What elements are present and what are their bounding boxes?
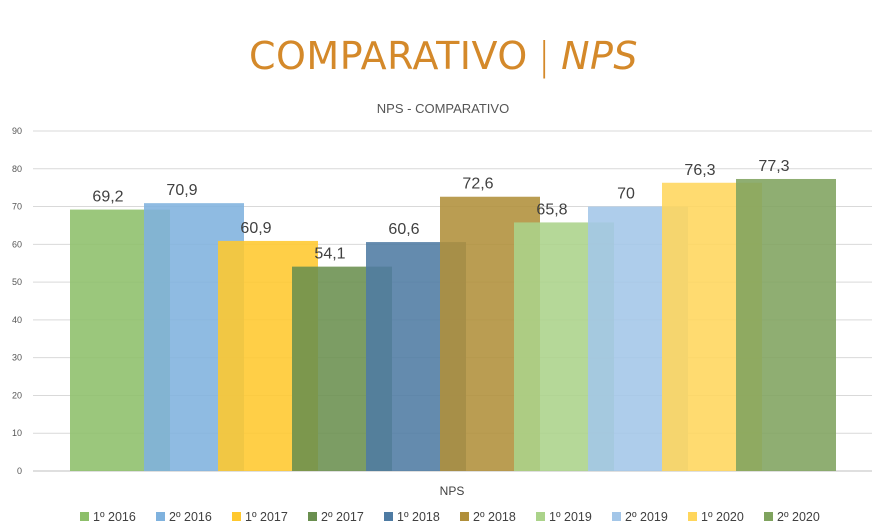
y-tick-label: 70: [12, 202, 22, 212]
legend-label: 2º 2016: [169, 510, 212, 524]
y-tick-label: 10: [12, 428, 22, 438]
legend-label: 1º 2019: [549, 510, 592, 524]
x-category-label: NPS: [440, 484, 465, 498]
data-label: 70: [617, 186, 635, 203]
legend-swatch: [764, 512, 773, 521]
data-label: 60,9: [240, 220, 271, 237]
legend-swatch: [80, 512, 89, 521]
legend-swatch: [156, 512, 165, 521]
data-label: 72,6: [462, 176, 493, 193]
y-tick-label: 50: [12, 277, 22, 287]
legend-label: 2º 2020: [777, 510, 820, 524]
page-title-separator: |: [537, 34, 552, 78]
bar-2º-2020: [736, 178, 836, 471]
legend-label: 1º 2018: [397, 510, 440, 524]
legend-swatch: [384, 512, 393, 521]
legend-swatch: [612, 512, 621, 521]
data-label: 69,2: [92, 189, 123, 206]
y-tick-label: 30: [12, 353, 22, 363]
data-label: 54,1: [314, 246, 345, 263]
legend-label: 2º 2019: [625, 510, 668, 524]
chart-title: NPS - COMPARATIVO: [377, 101, 509, 116]
legend-swatch: [308, 512, 317, 521]
y-tick-label: 40: [12, 315, 22, 325]
page-title-main: COMPARATIVO: [248, 34, 528, 78]
legend-swatch: [460, 512, 469, 521]
data-label: 60,6: [388, 221, 419, 238]
legend-label: 1º 2016: [93, 510, 136, 524]
data-label: 77,3: [758, 158, 789, 175]
legend-label: 2º 2017: [321, 510, 364, 524]
data-label: 76,3: [684, 162, 715, 179]
y-tick-label: 0: [17, 466, 22, 476]
legend-label: 1º 2020: [701, 510, 744, 524]
page-title: COMPARATIVO | NPS: [0, 34, 887, 78]
y-tick-label: 90: [12, 126, 22, 136]
legend-label: 1º 2017: [245, 510, 288, 524]
y-tick-label: 80: [12, 164, 22, 174]
legend-label: 2º 2018: [473, 510, 516, 524]
data-label: 70,9: [166, 182, 197, 199]
legend-swatch: [232, 512, 241, 521]
legend-swatch: [536, 512, 545, 521]
legend-swatch: [688, 512, 697, 521]
data-label: 65,8: [536, 201, 567, 218]
page-title-emphasis: NPS: [561, 34, 639, 78]
y-tick-label: 60: [12, 239, 22, 249]
y-tick-label: 20: [12, 390, 22, 400]
